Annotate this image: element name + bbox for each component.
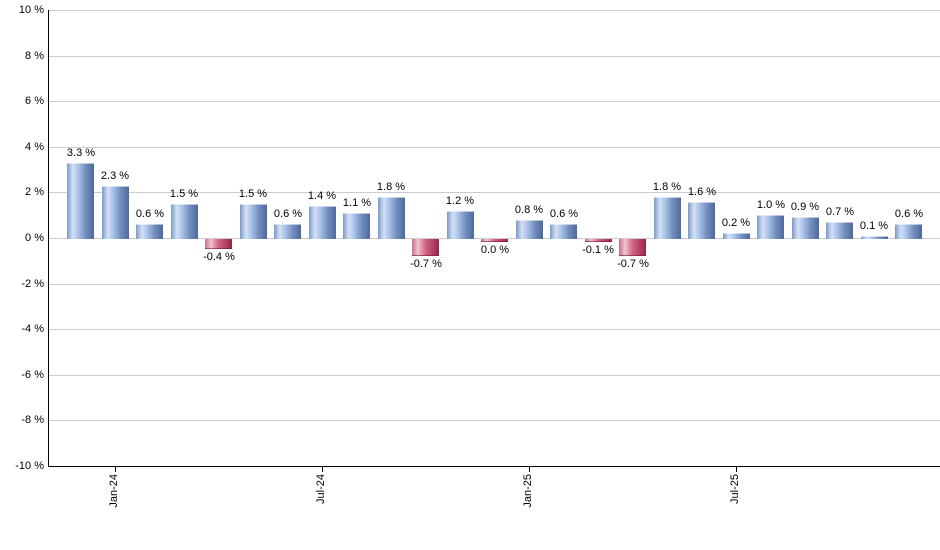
bar-value-label: 0.2 % xyxy=(721,217,751,229)
x-axis-tick-label: Jan-25 xyxy=(522,474,534,508)
bar-Jan-25 xyxy=(516,220,543,239)
bar-value-label: 3.3 % xyxy=(66,147,96,159)
bar-Feb-24 xyxy=(136,224,163,239)
gridline xyxy=(48,10,940,11)
bar-value-label: 0.9 % xyxy=(790,201,820,213)
bar-value-label: -0.7 % xyxy=(410,258,442,270)
bar-value-label: -0.4 % xyxy=(203,251,235,263)
y-axis-tick-label: 4 % xyxy=(25,141,44,153)
bar-Dec-25 xyxy=(895,224,922,239)
x-axis-tick-label: Jul-25 xyxy=(729,474,741,504)
bar-value-label: 2.3 % xyxy=(100,170,130,182)
bar-value-label: 0.6 % xyxy=(894,208,924,220)
y-axis-tick-label: -6 % xyxy=(21,369,44,381)
bar-value-label: 0.0 % xyxy=(480,244,510,256)
gridline xyxy=(48,420,940,421)
bar-Dec-23 xyxy=(67,163,94,239)
y-axis-tick-label: 10 % xyxy=(18,4,44,16)
bar-Aug-24 xyxy=(343,213,370,239)
gridline xyxy=(48,284,940,285)
y-axis-tick-label: -2 % xyxy=(21,278,44,290)
bar-value-label: 1.4 % xyxy=(307,190,337,202)
bar-Jul-24 xyxy=(309,206,336,239)
x-axis-tick xyxy=(529,466,530,472)
bar-Jun-25 xyxy=(688,202,715,239)
bar-Jan-24 xyxy=(102,186,129,239)
y-axis-tick-label: 6 % xyxy=(25,95,44,107)
bar-May-24 xyxy=(240,204,267,239)
bar-Aug-25 xyxy=(757,215,784,239)
bar-Mar-24 xyxy=(171,204,198,239)
x-axis-tick xyxy=(115,466,116,472)
x-axis-tick xyxy=(736,466,737,472)
bar-value-label: 0.7 % xyxy=(825,206,855,218)
bar-value-label: 1.8 % xyxy=(652,181,682,193)
bar-value-label: 1.1 % xyxy=(342,197,372,209)
x-axis-tick-label: Jan-24 xyxy=(108,474,120,508)
bar-value-label: 1.8 % xyxy=(376,181,406,193)
bar-value-label: 1.5 % xyxy=(238,188,268,200)
bar-Oct-25 xyxy=(826,222,853,239)
bar-value-label: -0.1 % xyxy=(582,244,614,256)
bar-Sep-25 xyxy=(792,217,819,239)
bar-value-label: 0.6 % xyxy=(549,208,579,220)
bar-value-label: 1.0 % xyxy=(756,199,786,211)
bar-Dec-24 xyxy=(481,239,508,242)
bar-Apr-25 xyxy=(619,239,646,256)
gridline xyxy=(48,329,940,330)
x-axis-line xyxy=(48,466,940,467)
x-axis-tick-label: Jul-24 xyxy=(315,474,327,504)
bar-value-label: 1.5 % xyxy=(169,188,199,200)
bar-value-label: 0.1 % xyxy=(859,220,889,232)
bar-value-label: 0.6 % xyxy=(135,208,165,220)
gridline xyxy=(48,101,940,102)
x-axis-tick xyxy=(322,466,323,472)
gridline xyxy=(48,238,940,239)
bar-Jul-25 xyxy=(723,233,750,239)
y-axis-line xyxy=(48,10,49,466)
bar-value-label: 0.6 % xyxy=(273,208,303,220)
y-axis-tick-label: 2 % xyxy=(25,186,44,198)
bar-value-label: 1.6 % xyxy=(687,186,717,198)
gridline xyxy=(48,192,940,193)
y-axis-tick-label: -10 % xyxy=(15,460,44,472)
bar-Sep-24 xyxy=(378,197,405,239)
bar-value-label: 0.8 % xyxy=(514,204,544,216)
gridline xyxy=(48,375,940,376)
bar-Nov-25 xyxy=(861,236,888,239)
bar-value-label: -0.7 % xyxy=(617,258,649,270)
y-axis-tick-label: 0 % xyxy=(25,232,44,244)
y-axis-tick-label: -8 % xyxy=(21,414,44,426)
bar-Nov-24 xyxy=(447,211,474,239)
bar-value-label: 1.2 % xyxy=(445,195,475,207)
bar-May-25 xyxy=(654,197,681,239)
bar-Jun-24 xyxy=(274,224,301,239)
bar-Feb-25 xyxy=(550,224,577,239)
gridline xyxy=(48,56,940,57)
y-axis-tick-label: -4 % xyxy=(21,323,44,335)
bar-Apr-24 xyxy=(205,239,232,249)
gridline xyxy=(48,147,940,148)
y-axis-tick-label: 8 % xyxy=(25,50,44,62)
bar-Mar-25 xyxy=(585,239,612,242)
bar-Oct-24 xyxy=(412,239,439,256)
